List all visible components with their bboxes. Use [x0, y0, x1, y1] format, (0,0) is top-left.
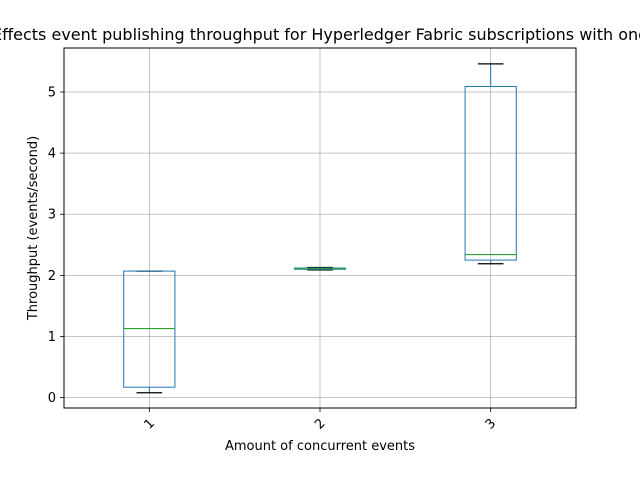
y-tick-label: 1	[48, 330, 56, 345]
boxes	[123, 63, 517, 394]
box-2	[293, 266, 347, 271]
chart-title: Effects event publishing throughput for …	[0, 25, 640, 44]
ticks: 0 1 2 3 4 5 1 2 3	[48, 86, 500, 433]
y-tick-label: 2	[48, 269, 56, 284]
box-iqr	[123, 270, 176, 388]
y-axis-label: Throughput (events/second)	[26, 136, 41, 321]
x-axis-label: Amount of concurrent events	[225, 439, 415, 454]
x-tick-label: 2	[312, 416, 328, 432]
x-tick-label: 1	[141, 416, 157, 432]
y-tick-label: 4	[48, 147, 56, 162]
box-iqr	[464, 86, 517, 261]
y-tick-label: 0	[48, 391, 56, 406]
grid	[64, 48, 576, 408]
y-tick-label: 3	[48, 208, 56, 223]
x-tick-label: 3	[483, 416, 499, 432]
y-tick-label: 5	[48, 86, 56, 101]
box-3	[464, 63, 517, 265]
box-1	[123, 270, 176, 394]
